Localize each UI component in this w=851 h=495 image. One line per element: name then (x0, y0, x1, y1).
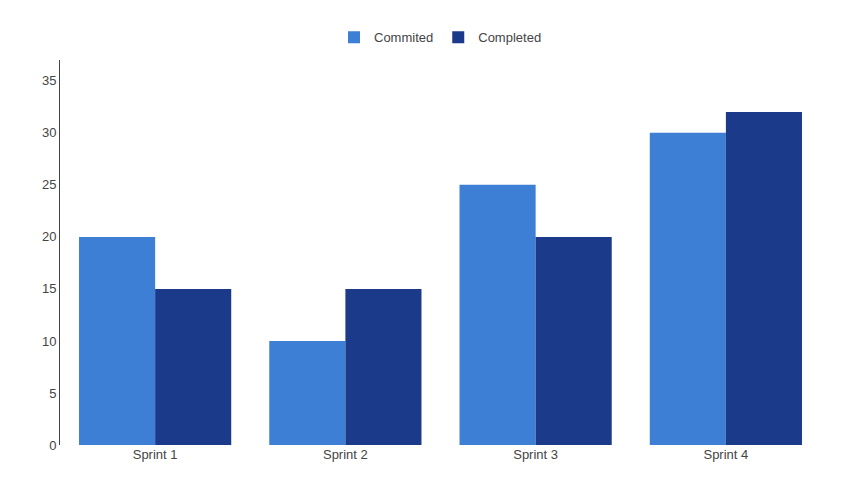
svg-text:Sprint 3: Sprint 3 (513, 447, 558, 462)
svg-text:Completed: Completed (478, 30, 541, 45)
svg-text:Sprint 4: Sprint 4 (703, 447, 748, 462)
svg-text:5: 5 (49, 386, 56, 401)
svg-text:Commited: Commited (374, 30, 433, 45)
svg-text:35: 35 (42, 73, 56, 88)
svg-text:30: 30 (42, 125, 56, 140)
svg-text:15: 15 (42, 281, 56, 296)
svg-text:20: 20 (42, 229, 56, 244)
svg-text:0: 0 (49, 438, 56, 453)
svg-text:10: 10 (42, 334, 56, 349)
svg-text:25: 25 (42, 177, 56, 192)
svg-text:Sprint 1: Sprint 1 (133, 447, 178, 462)
svg-text:Sprint 2: Sprint 2 (323, 447, 368, 462)
